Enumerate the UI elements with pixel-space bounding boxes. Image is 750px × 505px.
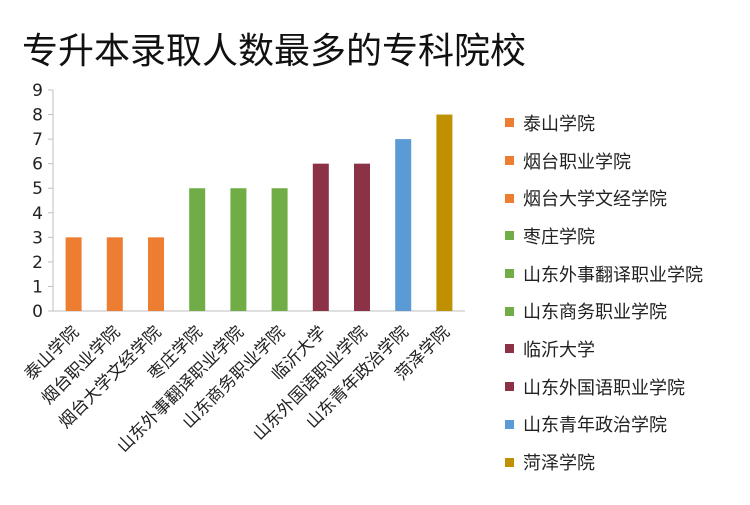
legend-label: 山东商务职业学院 (523, 302, 667, 324)
y-tick-label: 9 (32, 81, 43, 101)
y-tick-label: 5 (32, 179, 43, 199)
bar (354, 163, 370, 311)
y-tick-label: 4 (32, 204, 43, 224)
chart-title: 专升本录取人数最多的专科院校 (22, 31, 527, 72)
x-axis-labels: 泰山学院烟台职业学院烟台大学文经学院枣庄学院山东外事翻译职业学院山东商务职业学院… (21, 322, 454, 456)
legend-label: 烟台大学文经学院 (523, 189, 667, 211)
bar (148, 237, 164, 311)
legend-label: 山东青年政治学院 (523, 415, 667, 437)
legend-item: 烟台大学文经学院 (505, 179, 703, 217)
y-tick-label: 2 (32, 253, 43, 273)
legend-swatch (505, 306, 514, 316)
legend-label: 烟台职业学院 (523, 151, 631, 173)
legend-swatch (505, 269, 514, 279)
legend: 泰山学院烟台职业学院烟台大学文经学院 枣庄学院山东外事翻译职业学院 山东商务职业学院… (505, 104, 703, 481)
legend-item: 烟台职业学院 (505, 142, 703, 180)
legend-item: 临沂大学 (505, 330, 703, 368)
legend-item: 山东商务职业学院 (505, 292, 703, 330)
legend-item: 山东青年政治学院 (505, 406, 703, 444)
y-tick-label: 3 (32, 228, 43, 248)
y-tick-label: 8 (32, 106, 43, 126)
legend-label: 枣庄学院 (523, 226, 595, 248)
legend-swatch (505, 457, 514, 467)
legend-item: 泰山学院 (505, 104, 703, 142)
bar (189, 188, 206, 311)
legend-swatch (505, 156, 514, 166)
legend-swatch (505, 231, 514, 241)
legend-label: 山东外国语职业学院 (523, 377, 685, 399)
y-tick-label: 0 (32, 302, 43, 322)
legend-item: 菏泽学院 (505, 443, 703, 481)
legend-swatch (505, 419, 514, 429)
legend-item: 山东外事翻译职业学院 (505, 255, 703, 293)
y-tick-label: 6 (32, 155, 43, 175)
legend-label: 菏泽学院 (523, 453, 595, 475)
y-axis-ticks: 0 1 2 3 4 5 6 7 8 9 (32, 81, 53, 322)
legend-swatch (505, 193, 514, 203)
legend-item: 山东外国语职业学院 (505, 368, 703, 406)
bar (271, 188, 288, 311)
legend-swatch (505, 344, 514, 354)
legend-label: 临沂大学 (523, 339, 595, 361)
legend-item: 枣庄学院 (505, 217, 703, 255)
bar (65, 237, 82, 311)
bar (106, 237, 123, 311)
legend-label: 山东外事翻译职业学院 (523, 264, 703, 286)
y-tick-label: 1 (32, 277, 43, 297)
legend-label: 泰山学院 (523, 113, 595, 135)
bar (395, 139, 412, 311)
legend-swatch (505, 118, 514, 128)
bar (230, 188, 247, 311)
legend-swatch (505, 382, 514, 392)
bar (436, 114, 453, 311)
bars (65, 114, 453, 311)
bar (312, 163, 329, 311)
y-tick-label: 7 (32, 130, 43, 150)
